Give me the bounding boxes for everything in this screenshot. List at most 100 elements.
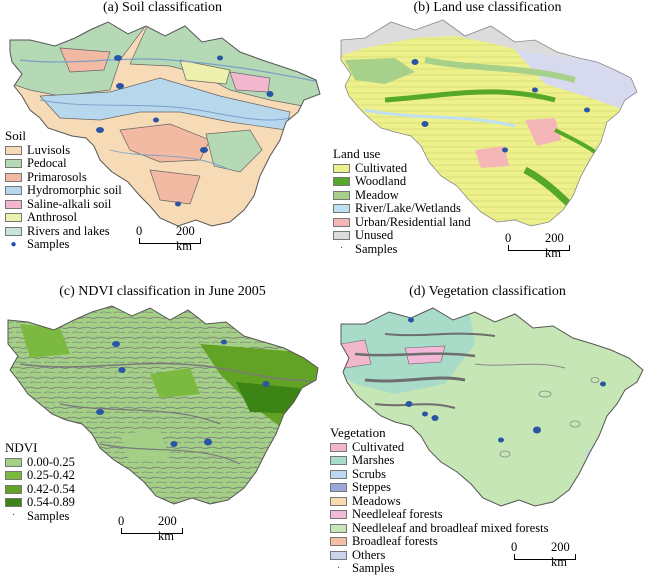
legend-label: Samples [355,241,398,256]
legend-swatch [333,163,350,173]
legend-label: Samples [27,508,70,523]
legend-swatch [5,213,22,223]
legend-swatch [5,457,22,467]
legend-item: Cultivated [330,439,548,455]
legend-swatch [330,537,347,547]
scale-bar: 0 200 km [136,224,210,253]
legend-item: 0.54-0.89 [5,495,75,510]
legend-label: Needleleaf forests [352,507,443,521]
legend-item: Scrubs [330,467,548,482]
sample-dot-icon: · [11,510,16,522]
scale-bar: 0 200 km [118,514,192,543]
sample-dot-icon: ● [10,238,17,250]
legend-swatch [5,199,22,209]
legend-label: Marshes [352,453,395,467]
legend-item: Anthrosol [5,210,122,225]
scale-distance: 200 km [545,231,564,260]
legend-swatch [5,172,22,182]
scale-bar: 0 200 km [511,540,585,569]
legend-label: River/Lake/Wetlands [355,201,461,215]
sample-points [96,55,274,207]
legend-label: Cultivated [352,439,405,454]
legend-swatch [5,471,22,481]
legend-swatch [5,484,22,494]
legend-swatch [5,159,22,169]
legend-label: Cultivated [355,160,408,175]
legend-label: Luvisols [27,142,71,157]
legend-items: Cultivated Marshes Scrubs Steppes Meadows Nee… [330,439,549,563]
legend-label: Meadow [355,187,399,202]
legend-label: Hydromorphic soil [27,183,122,197]
legend-label: Woodland [355,174,407,188]
legend-label: Anthrosol [27,210,77,224]
scale-zero: 0 [511,540,518,554]
legend-item-samples: · Samples [5,508,75,524]
vegetation-legend: Vegetation Cultivated Marshes Scrubs Steppe… [330,426,548,576]
scale-line [121,528,183,534]
legend-swatch [333,177,350,187]
scale-line [508,245,570,251]
legend-label: Rivers and lakes [27,223,110,238]
sample-points [96,339,270,447]
legend-swatch [330,456,347,466]
scale-distance: 200 km [551,540,570,569]
legend-swatch [5,186,22,196]
legend-item-samples: ● Samples [5,237,122,252]
legend-swatch [330,469,347,479]
legend-item: Woodland [333,174,471,189]
legend-swatch [330,483,347,493]
legend-label: 0.42-0.54 [27,481,75,496]
legend-label: 0.00-0.25 [27,454,75,469]
panel-title: (a) Soil classification [103,0,222,15]
scale-distance: 200 km [176,224,195,253]
panel-vegetation: (d) Vegetation classification Vegetation… [325,284,650,575]
scale-line [139,238,201,244]
legend-item: Meadows [330,494,548,509]
legend-item: Broadleaf forests [330,534,548,549]
legend-title: Land use [333,146,381,161]
legend-swatch [5,145,22,155]
legend-swatch [5,498,22,508]
soil-map [9,21,321,227]
scale-zero: 0 [118,514,125,528]
legend-item: Cultivated [333,160,471,176]
legend-label: Pedocal [27,156,67,170]
panel-title: (b) Land use classification [413,0,562,15]
legend-title: Soil [5,128,26,143]
legend-item: Primarosols [5,169,122,185]
sample-dot-icon: · [339,243,344,255]
legend-item: Hydromorphic soil [5,183,122,198]
legend-swatch [333,190,350,200]
sample-dot-icon: · [336,562,341,574]
legend-item: Marshes [330,453,548,468]
sample-points [411,59,590,153]
legend-label: Primarosols [27,169,87,184]
legend-swatch [330,442,347,452]
legend-label: Needleleaf and broadleaf mixed forests [352,520,549,535]
legend-title: Vegetation [330,425,386,440]
vegetation-map [340,307,644,507]
legend-item: Meadow [333,187,471,203]
legend-item: River/Lake/Wetlands [333,201,471,216]
scale-line [514,554,576,560]
panel-title: (c) NDVI classification in June 2005 [59,284,266,299]
legend-label: Saline-alkali soil [27,196,112,211]
sample-points [405,317,606,443]
legend-item: Rivers and lakes [5,223,122,239]
legend-title: NDVI [5,440,38,455]
scale-bar: 0 200 km [505,231,579,260]
legend-label: Steppes [352,480,391,494]
legend-label: Urban/Residential land [355,214,471,229]
legend-item: Luvisols [5,142,122,158]
legend-swatch [330,523,347,533]
legend-item: 0.42-0.54 [5,481,75,497]
legend-item: Steppes [330,480,548,495]
scale-zero: 0 [505,231,512,245]
legend-item: Saline-alkali soil [5,196,122,212]
scale-zero: 0 [136,224,143,238]
legend-item-samples: · Samples [333,241,471,257]
ndvi-legend: NDVI 0.00-0.25 0.25-0.42 0.42-0.54 0.54-0.8… [5,441,75,523]
legend-label: 0.25-0.42 [27,468,75,482]
legend-item: Urban/Residential land [333,214,471,230]
legend-item: Pedocal [5,156,122,171]
